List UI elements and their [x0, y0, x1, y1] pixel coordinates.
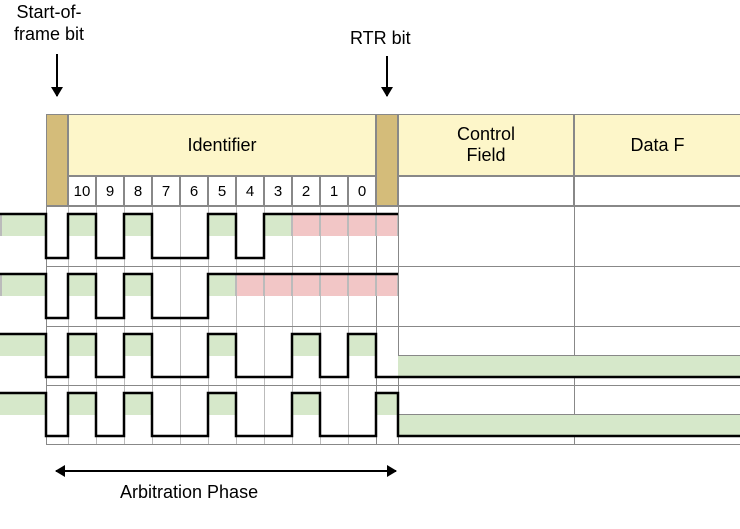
cell	[348, 214, 376, 236]
lead-cell	[0, 274, 46, 296]
cell	[0, 214, 2, 236]
rtr-label: RTR bit	[350, 28, 411, 50]
row-sep-top	[46, 206, 740, 207]
phase-label: Arbitration Phase	[120, 482, 258, 504]
vline	[398, 206, 399, 444]
cell	[124, 214, 152, 236]
cell	[208, 334, 236, 356]
phase-arrow	[56, 470, 396, 472]
bit-num-4: 4	[236, 176, 264, 206]
cell	[292, 393, 320, 415]
row-sep	[46, 266, 740, 267]
bit-num-7: 7	[152, 176, 180, 206]
sof-left-border	[46, 114, 47, 444]
vline	[264, 206, 265, 444]
cell	[208, 214, 236, 236]
cell	[208, 274, 236, 296]
vline	[236, 206, 237, 444]
cell	[376, 393, 398, 415]
row-sep	[46, 385, 740, 386]
vline	[180, 206, 181, 444]
rtr-header	[376, 114, 398, 206]
vline	[348, 206, 349, 444]
bit-num-0: 0	[348, 176, 376, 206]
sof-header	[46, 114, 68, 206]
identifier-header: Identifier	[68, 114, 376, 176]
row-sep	[46, 444, 740, 445]
bit-num-10: 10	[68, 176, 96, 206]
lead-cell	[0, 393, 46, 415]
cell	[68, 393, 96, 415]
cell	[376, 274, 398, 296]
lead-cell	[0, 334, 46, 356]
bit-num-1: 1	[320, 176, 348, 206]
vline	[320, 206, 321, 444]
bit-num-5: 5	[208, 176, 236, 206]
cont-bar	[398, 355, 740, 377]
cell	[68, 214, 96, 236]
cell	[0, 274, 2, 296]
bit-num-9: 9	[96, 176, 124, 206]
vline	[96, 206, 97, 444]
cell	[292, 334, 320, 356]
cell	[208, 393, 236, 415]
cell	[376, 214, 398, 236]
ctrl-bits-blank	[398, 176, 574, 206]
cell	[292, 214, 320, 236]
sof-label: Start-of- frame bit	[4, 2, 94, 45]
cell	[264, 274, 292, 296]
row-sep	[46, 326, 740, 327]
data-header: Data F	[574, 114, 740, 176]
cell	[348, 274, 376, 296]
data-bits-blank	[574, 176, 740, 206]
cell	[236, 274, 264, 296]
cell	[68, 274, 96, 296]
cell	[124, 334, 152, 356]
cell	[292, 274, 320, 296]
bit-num-6: 6	[180, 176, 208, 206]
cell	[124, 274, 152, 296]
sof-arrow	[56, 54, 58, 96]
cell	[320, 214, 348, 236]
cell	[320, 274, 348, 296]
cont-bar	[398, 414, 740, 436]
bit-num-2: 2	[292, 176, 320, 206]
control-header: Control Field	[398, 114, 574, 176]
vline	[574, 206, 575, 444]
bit-num-8: 8	[124, 176, 152, 206]
cell	[68, 334, 96, 356]
rtr-arrow	[386, 56, 388, 96]
bit-num-3: 3	[264, 176, 292, 206]
cell	[124, 393, 152, 415]
lead-cell	[0, 214, 46, 236]
cell	[348, 334, 376, 356]
cell	[264, 214, 292, 236]
vline	[152, 206, 153, 444]
